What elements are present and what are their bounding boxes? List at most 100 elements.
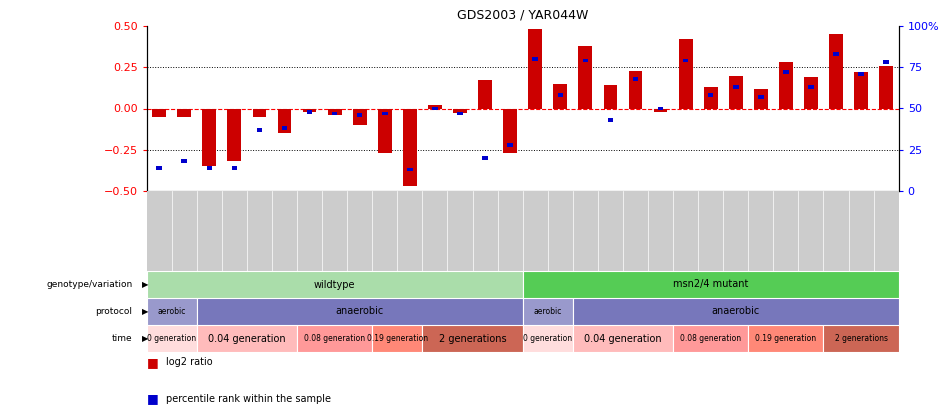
Text: 2 generations: 2 generations <box>439 333 506 343</box>
Bar <box>152 109 166 117</box>
Bar <box>704 87 718 109</box>
Bar <box>673 325 748 352</box>
Bar <box>353 109 367 125</box>
Bar <box>507 143 513 147</box>
Bar <box>432 107 438 110</box>
Text: anaerobic: anaerobic <box>336 307 384 316</box>
Bar <box>633 77 639 81</box>
Bar <box>457 112 463 115</box>
Bar <box>147 271 522 298</box>
Bar <box>557 94 563 97</box>
Bar <box>206 166 212 170</box>
Bar <box>357 113 362 117</box>
Bar <box>156 166 162 170</box>
Bar <box>683 59 689 62</box>
Bar <box>879 66 893 109</box>
Bar <box>332 112 338 115</box>
Bar <box>578 46 592 109</box>
Bar <box>478 81 492 109</box>
Bar <box>553 84 568 109</box>
Text: 0 generation: 0 generation <box>148 334 196 343</box>
Bar <box>253 109 267 117</box>
Bar <box>303 109 317 112</box>
Bar <box>227 109 241 161</box>
Bar <box>403 109 417 186</box>
Text: log2 ratio: log2 ratio <box>166 357 212 367</box>
Bar <box>197 325 297 352</box>
Text: 0 generation: 0 generation <box>523 334 572 343</box>
Bar <box>678 39 692 109</box>
Bar <box>573 298 899 325</box>
Bar <box>533 57 538 61</box>
Bar <box>147 298 197 325</box>
Bar <box>733 85 739 89</box>
Text: anaerobic: anaerobic <box>711 307 760 316</box>
Bar <box>728 75 743 109</box>
Bar <box>377 109 392 153</box>
Bar <box>232 166 237 170</box>
Bar <box>804 77 818 109</box>
Bar <box>503 109 517 153</box>
Bar <box>779 62 793 109</box>
Bar <box>754 89 768 109</box>
Bar <box>628 70 642 109</box>
Bar <box>583 59 588 62</box>
Text: msn2/4 mutant: msn2/4 mutant <box>673 279 748 290</box>
Bar <box>833 52 839 56</box>
Text: 0.19 generation: 0.19 generation <box>755 334 816 343</box>
Bar <box>528 29 542 109</box>
Bar <box>177 109 191 117</box>
Bar <box>783 70 789 74</box>
Bar <box>748 325 823 352</box>
Bar <box>604 85 618 109</box>
Bar <box>854 72 868 109</box>
Bar <box>884 60 889 64</box>
Bar <box>327 109 342 115</box>
Bar <box>453 109 467 113</box>
Text: 2 generations: 2 generations <box>834 334 887 343</box>
Text: percentile rank within the sample: percentile rank within the sample <box>166 394 330 404</box>
Bar <box>482 156 488 160</box>
Text: aerobic: aerobic <box>158 307 185 316</box>
Text: ■: ■ <box>147 356 158 369</box>
Bar <box>708 94 713 97</box>
Text: ▶: ▶ <box>142 334 149 343</box>
Bar <box>522 298 573 325</box>
Bar <box>282 126 288 130</box>
Bar <box>197 298 522 325</box>
Bar <box>573 325 674 352</box>
Bar <box>607 118 613 122</box>
Bar <box>256 128 262 132</box>
Text: protocol: protocol <box>96 307 132 316</box>
Bar <box>382 112 388 115</box>
Bar <box>422 325 522 352</box>
Text: wildtype: wildtype <box>314 279 356 290</box>
Bar <box>758 95 763 99</box>
Bar <box>522 271 899 298</box>
Bar <box>373 325 423 352</box>
Text: ▶: ▶ <box>142 307 149 316</box>
Text: GDS2003 / YAR044W: GDS2003 / YAR044W <box>457 9 588 22</box>
Bar <box>277 109 291 133</box>
Bar <box>407 168 412 171</box>
Text: 0.08 generation: 0.08 generation <box>680 334 742 343</box>
Text: ■: ■ <box>147 392 158 405</box>
Text: 0.19 generation: 0.19 generation <box>367 334 428 343</box>
Bar <box>182 160 187 163</box>
Text: 0.04 generation: 0.04 generation <box>208 333 286 343</box>
Bar <box>522 325 573 352</box>
Bar <box>297 325 372 352</box>
Bar <box>147 325 197 352</box>
Text: ▶: ▶ <box>142 280 149 289</box>
Text: genotype/variation: genotype/variation <box>46 280 132 289</box>
Bar <box>307 110 312 114</box>
Text: 0.08 generation: 0.08 generation <box>304 334 365 343</box>
Bar <box>823 325 899 352</box>
Bar <box>657 107 663 110</box>
Bar <box>829 34 843 109</box>
Text: 0.04 generation: 0.04 generation <box>584 333 662 343</box>
Bar <box>654 109 668 112</box>
Bar <box>858 72 864 76</box>
Bar <box>808 85 814 89</box>
Text: aerobic: aerobic <box>534 307 562 316</box>
